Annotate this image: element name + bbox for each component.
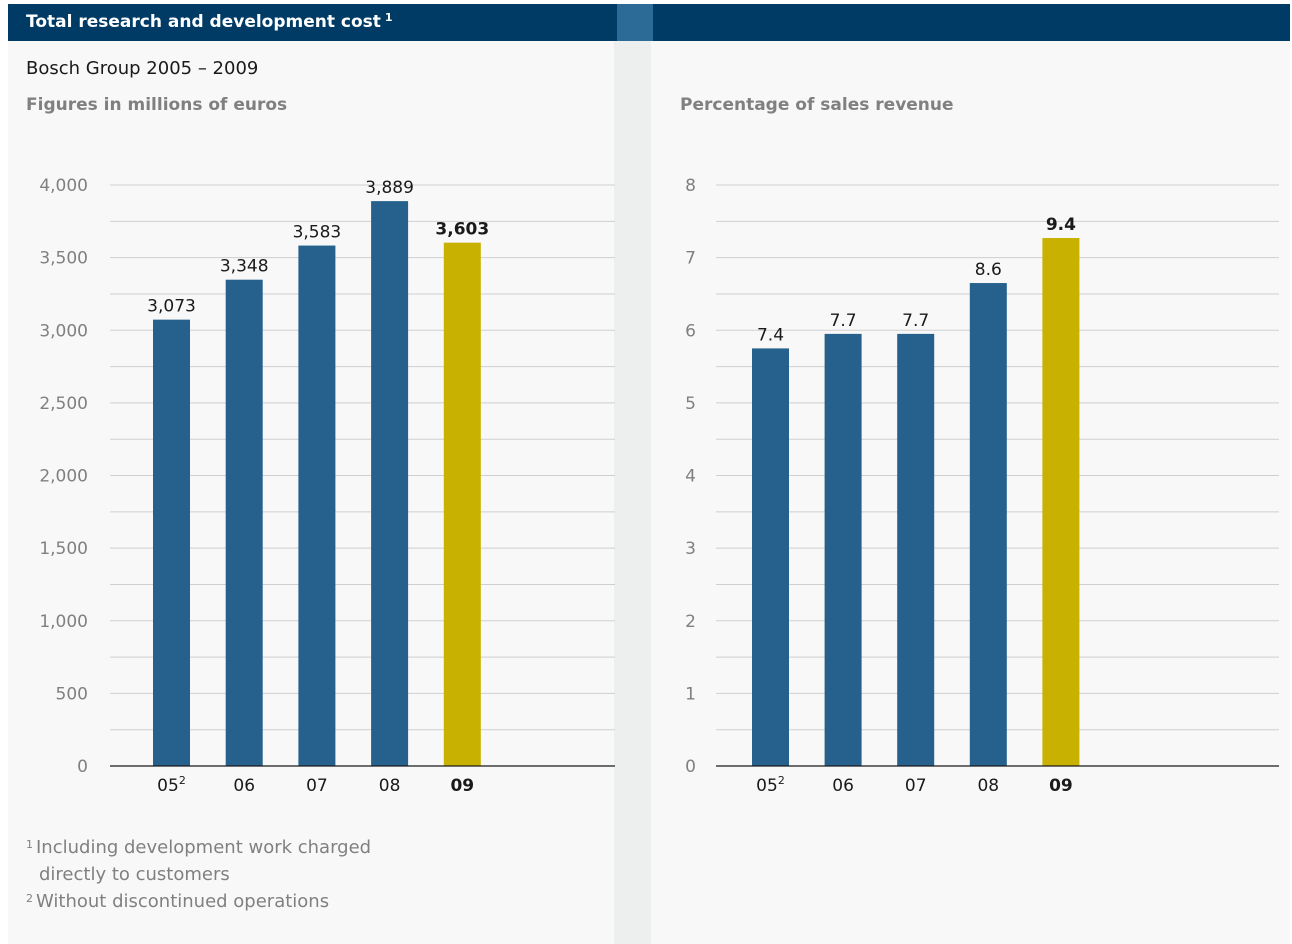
footnote-1-continuation: directly to customers xyxy=(26,861,371,888)
right-category-label-07: 07 xyxy=(905,776,927,796)
right-value-label-08: 8.6 xyxy=(975,260,1002,280)
left-bar-08 xyxy=(371,201,409,767)
right-bar-05 xyxy=(752,348,789,766)
left-category-label-06: 06 xyxy=(233,776,255,796)
right-value-label-06: 7.7 xyxy=(830,311,857,331)
right-ytick-label: 2 xyxy=(685,612,696,632)
footnote-1: 1 Including development work charged xyxy=(26,834,371,861)
left-ytick-label: 2,500 xyxy=(39,394,88,414)
left-category-label-09: 09 xyxy=(450,776,474,796)
left-bar-09 xyxy=(443,242,481,766)
right-category-footnote-marker: 2 xyxy=(778,774,785,787)
right-ytick-label: 1 xyxy=(685,684,696,704)
footnote-2-marker: 2 xyxy=(26,892,33,905)
left-ytick-label: 3,500 xyxy=(39,249,88,269)
right-value-label-05: 7.4 xyxy=(757,325,784,345)
left-value-label-06: 3,348 xyxy=(220,257,269,277)
chart-subtitle: Bosch Group 2005 – 2009 xyxy=(26,58,259,79)
right-value-label-09: 9.4 xyxy=(1046,215,1076,235)
left-ytick-label: 0 xyxy=(77,757,88,777)
right-bar-09 xyxy=(1042,238,1080,767)
left-value-label-09: 3,603 xyxy=(435,220,489,240)
left-value-label-08: 3,889 xyxy=(365,178,414,198)
footnote-1-line-1: Including development work charged xyxy=(36,837,372,858)
left-chart-title: Figures in millions of euros xyxy=(26,95,288,115)
right-category-label-06: 06 xyxy=(832,776,854,796)
right-bar-08 xyxy=(969,283,1007,766)
right-bar-07 xyxy=(897,333,935,766)
right-chart-title: Percentage of sales revenue xyxy=(680,95,954,115)
footnote-1-marker: 1 xyxy=(26,838,33,851)
page-title: Total research and development cost 1 xyxy=(26,4,393,41)
left-value-label-07: 3,583 xyxy=(293,223,342,243)
right-category-label-09: 09 xyxy=(1049,776,1073,796)
panel-gutter xyxy=(614,41,651,944)
right-category-label-08: 08 xyxy=(977,776,999,796)
left-ytick-label: 1,500 xyxy=(39,539,88,559)
right-ytick-label: 7 xyxy=(685,249,696,269)
header-bar: Total research and development cost 1 xyxy=(8,4,1290,41)
left-category-footnote-marker: 2 xyxy=(179,774,186,787)
footnotes: 1 Including development work charged dire… xyxy=(26,834,371,915)
right-value-label-07: 7.7 xyxy=(902,311,929,331)
right-category-label-05: 052 xyxy=(756,774,785,796)
left-ytick-label: 500 xyxy=(56,684,88,704)
left-value-label-05: 3,073 xyxy=(147,297,196,317)
right-ytick-label: 3 xyxy=(685,539,696,559)
footnote-1-line-2: directly to customers xyxy=(39,864,230,885)
left-category-label-08: 08 xyxy=(379,776,401,796)
right-ytick-label: 5 xyxy=(685,394,696,414)
left-category-label-05: 052 xyxy=(157,774,186,796)
right-ytick-label: 6 xyxy=(685,321,696,341)
left-ytick-label: 3,000 xyxy=(39,321,88,341)
footnote-2: 2 Without discontinued operations xyxy=(26,888,371,915)
page-title-footnote-marker: 1 xyxy=(384,11,393,24)
left-bar-05 xyxy=(153,319,190,766)
right-ytick-label: 4 xyxy=(685,467,696,487)
header-divider-block xyxy=(617,4,653,41)
right-bar-06 xyxy=(824,333,862,766)
right-ytick-label: 8 xyxy=(685,176,696,196)
left-bar-07 xyxy=(298,245,336,767)
left-category-label-07: 07 xyxy=(306,776,328,796)
left-ytick-label: 1,000 xyxy=(39,612,88,632)
page-title-text: Total research and development cost xyxy=(26,12,381,32)
left-bar-06 xyxy=(225,279,263,766)
left-ytick-label: 4,000 xyxy=(39,176,88,196)
footnote-2-line-1: Without discontinued operations xyxy=(36,891,330,912)
left-ytick-label: 2,000 xyxy=(39,467,88,487)
right-ytick-label: 0 xyxy=(685,757,696,777)
